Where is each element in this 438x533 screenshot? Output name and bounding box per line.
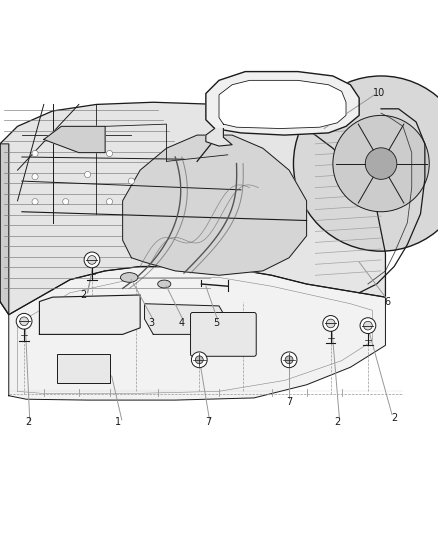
Text: 2: 2	[25, 417, 32, 427]
Circle shape	[32, 174, 38, 180]
Text: 1: 1	[115, 417, 121, 427]
Polygon shape	[145, 304, 228, 334]
Polygon shape	[206, 71, 359, 135]
Text: 2: 2	[391, 413, 397, 423]
Polygon shape	[0, 102, 385, 314]
Text: 2: 2	[80, 290, 86, 300]
Polygon shape	[9, 266, 385, 400]
Circle shape	[360, 318, 376, 334]
Circle shape	[85, 172, 91, 177]
Circle shape	[106, 199, 113, 205]
Circle shape	[365, 148, 397, 179]
Text: 6: 6	[385, 296, 391, 306]
Text: 2: 2	[334, 417, 340, 427]
Polygon shape	[206, 128, 232, 146]
Bar	[57, 354, 110, 383]
Ellipse shape	[120, 273, 138, 282]
Circle shape	[326, 319, 335, 328]
Circle shape	[32, 199, 38, 205]
Circle shape	[195, 356, 203, 364]
Circle shape	[106, 150, 113, 157]
Text: 5: 5	[214, 318, 220, 328]
Circle shape	[63, 199, 69, 205]
Text: 4: 4	[179, 318, 185, 328]
Text: 7: 7	[286, 397, 292, 407]
Circle shape	[20, 317, 28, 326]
Polygon shape	[123, 135, 307, 275]
Circle shape	[88, 256, 96, 264]
Circle shape	[16, 313, 32, 329]
Circle shape	[128, 178, 134, 184]
Polygon shape	[39, 295, 140, 334]
FancyBboxPatch shape	[191, 312, 256, 356]
Polygon shape	[0, 144, 9, 314]
Polygon shape	[44, 126, 105, 152]
Circle shape	[281, 352, 297, 368]
Polygon shape	[219, 80, 346, 128]
Circle shape	[323, 316, 339, 332]
Circle shape	[191, 352, 207, 368]
Circle shape	[32, 150, 38, 157]
Circle shape	[293, 76, 438, 251]
Text: 3: 3	[148, 318, 154, 328]
Ellipse shape	[158, 280, 171, 288]
Text: 7: 7	[205, 417, 211, 427]
Text: 10: 10	[373, 88, 385, 99]
Circle shape	[364, 321, 372, 330]
Circle shape	[285, 356, 293, 364]
Circle shape	[84, 252, 100, 268]
Circle shape	[333, 115, 429, 212]
